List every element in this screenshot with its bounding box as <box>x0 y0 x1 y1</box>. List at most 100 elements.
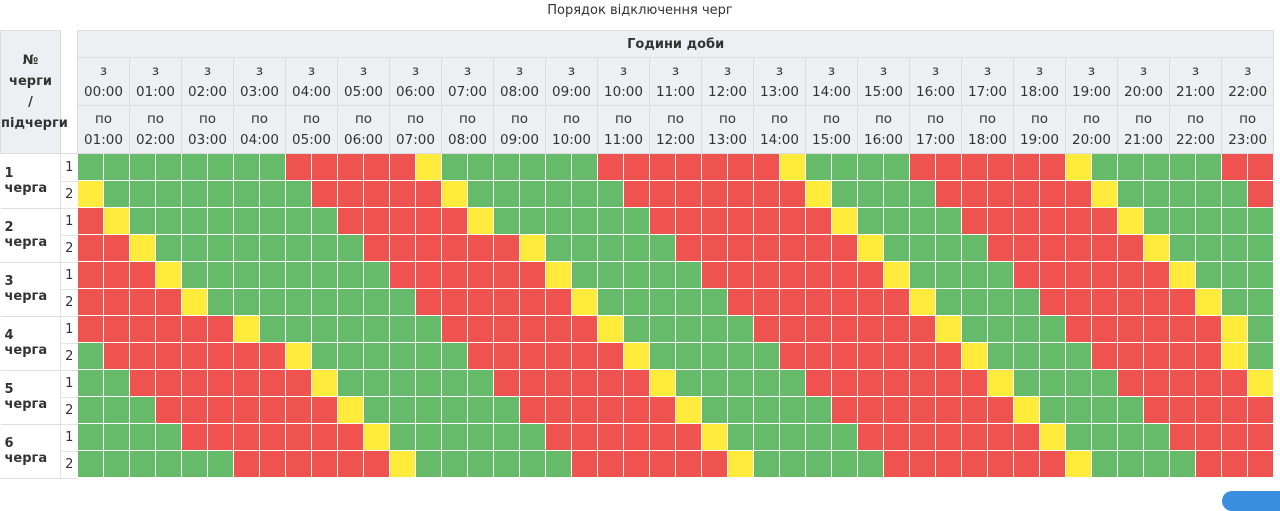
power-off-cell <box>1013 451 1040 478</box>
power-off-cell <box>129 289 156 316</box>
possible-off-cell <box>363 424 390 451</box>
power-off-cell <box>935 154 962 181</box>
power-off-cell <box>1065 181 1092 208</box>
power-off-cell <box>493 262 520 289</box>
hour-cell <box>233 451 286 478</box>
power-off-cell <box>1195 397 1222 424</box>
power-on-cell <box>441 343 468 370</box>
subqueue-label: 1 <box>60 316 78 344</box>
power-off-cell <box>207 370 234 397</box>
power-off-cell <box>77 262 104 289</box>
power-off-cell <box>805 235 832 262</box>
power-on-cell <box>701 316 728 343</box>
hour-cell <box>597 289 650 316</box>
hour-cell <box>389 262 442 289</box>
hour-from-header: з 05:00 <box>337 57 390 106</box>
power-off-cell <box>1143 343 1170 370</box>
possible-off-cell <box>571 289 598 316</box>
hour-to: 07:00 <box>396 131 435 148</box>
power-on-cell <box>597 181 624 208</box>
power-off-cell <box>233 370 260 397</box>
hour-cell <box>77 397 130 424</box>
hour-from: 12:00 <box>708 83 747 100</box>
hour-cell <box>597 424 650 451</box>
hour-from-header: з 11:00 <box>649 57 702 106</box>
hour-cell <box>961 343 1014 370</box>
power-on-cell <box>259 262 286 289</box>
hour-cell <box>597 154 650 181</box>
power-on-cell <box>727 370 754 397</box>
hour-cell <box>805 343 858 370</box>
hour-cell <box>1117 208 1170 235</box>
hour-cell <box>1065 451 1118 478</box>
hour-cell <box>389 289 442 316</box>
hour-cell <box>285 451 338 478</box>
hour-cell <box>1117 181 1170 208</box>
power-on-cell <box>181 154 208 181</box>
hour-cell <box>753 451 806 478</box>
hour-cell <box>493 208 546 235</box>
power-on-cell <box>805 424 832 451</box>
hour-to: 02:00 <box>136 131 175 148</box>
power-off-cell <box>1091 262 1118 289</box>
hour-cell <box>493 262 546 289</box>
power-off-cell <box>1143 262 1170 289</box>
subqueue-label: 1 <box>60 262 78 290</box>
power-off-cell <box>597 154 624 181</box>
hour-cell <box>701 370 754 397</box>
from-prefix: з <box>879 62 888 79</box>
possible-off-cell <box>675 397 702 424</box>
power-off-cell <box>519 370 546 397</box>
power-off-cell <box>129 316 156 343</box>
power-off-cell <box>363 154 390 181</box>
power-on-cell <box>649 235 676 262</box>
power-on-cell <box>961 289 988 316</box>
power-on-cell <box>1117 154 1144 181</box>
power-off-cell <box>337 208 364 235</box>
hour-cell <box>493 424 546 451</box>
power-on-cell <box>337 235 364 262</box>
hour-cell <box>753 154 806 181</box>
power-on-cell <box>1143 208 1170 235</box>
hour-to: 12:00 <box>656 131 695 148</box>
possible-off-cell <box>1169 262 1196 289</box>
power-on-cell <box>831 424 858 451</box>
power-off-cell <box>1039 208 1066 235</box>
power-on-cell <box>311 343 338 370</box>
power-off-cell <box>259 397 286 424</box>
possible-off-cell <box>441 181 468 208</box>
power-on-cell <box>77 343 104 370</box>
hour-to-header: по 15:00 <box>805 105 858 154</box>
subqueue-row: 2 <box>1 181 1274 209</box>
power-off-cell <box>623 451 650 478</box>
hour-cell <box>857 316 910 343</box>
subqueue-row: 4 черга 1 <box>0 316 1274 371</box>
power-off-cell <box>597 343 624 370</box>
power-off-cell <box>883 370 910 397</box>
hour-cell <box>129 370 182 397</box>
hour-cell <box>857 208 910 235</box>
hour-cell <box>961 451 1014 478</box>
power-on-cell <box>1143 181 1170 208</box>
power-off-cell <box>441 289 468 316</box>
possible-off-cell <box>701 424 728 451</box>
power-on-cell <box>415 370 442 397</box>
hour-cell <box>1013 208 1066 235</box>
possible-off-cell <box>467 208 494 235</box>
hour-to: 19:00 <box>1020 131 1059 148</box>
power-on-cell <box>233 208 260 235</box>
power-on-cell <box>597 289 624 316</box>
power-off-cell <box>857 424 884 451</box>
power-on-cell <box>1143 424 1170 451</box>
power-on-cell <box>285 208 312 235</box>
power-on-cell <box>467 181 494 208</box>
power-on-cell <box>909 262 936 289</box>
power-off-cell <box>779 262 806 289</box>
scroll-to-top-button[interactable] <box>1222 491 1280 511</box>
power-off-cell <box>545 343 572 370</box>
power-off-cell <box>1013 262 1040 289</box>
power-off-cell <box>77 235 104 262</box>
hour-cell <box>181 154 234 181</box>
hour-cell <box>493 316 546 343</box>
hour-cell <box>129 316 182 343</box>
